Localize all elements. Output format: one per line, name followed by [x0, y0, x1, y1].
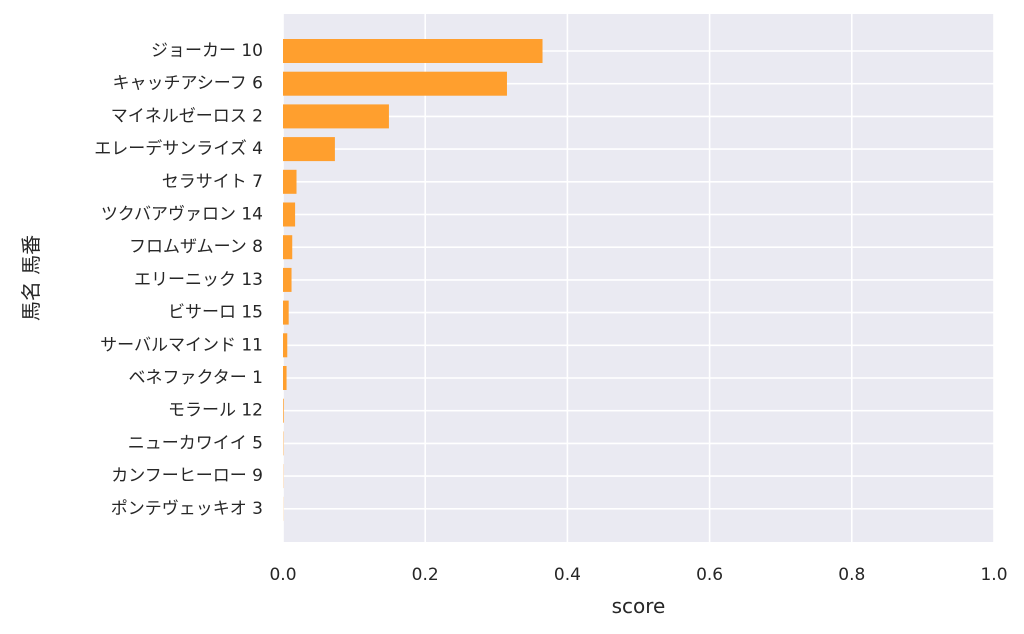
y-tick-label: ニューカワイイ 5	[128, 433, 263, 453]
bar	[283, 71, 507, 96]
y-tick-label: ポンテヴェッキオ 3	[111, 499, 263, 519]
bar	[283, 267, 292, 292]
y-tick-label: ビサーロ 15	[168, 303, 263, 323]
y-tick-label: モラール 12	[168, 401, 263, 421]
y-tick-label: エリーニック 13	[134, 270, 263, 290]
bar	[283, 169, 297, 194]
y-tick-label: エレーデサンライズ 4	[94, 138, 263, 159]
y-axis-label: 馬名 馬番	[19, 235, 43, 321]
y-tick-label: マイネルゼーロス 2	[111, 106, 263, 126]
y-tick-label: ジョーカー 10	[151, 41, 263, 61]
y-tick-label: フロムザムーン 8	[129, 237, 263, 257]
y-tick-label: キャッチアシーフ 6	[112, 74, 263, 94]
y-tick-label: セラサイト 7	[162, 172, 263, 192]
bar	[283, 104, 389, 129]
bar	[283, 235, 293, 260]
y-tick-label: ベネファクター 1	[128, 368, 263, 388]
x-tick-label: 0.0	[269, 565, 296, 585]
bar	[283, 300, 289, 325]
y-tick-labels: ジョーカー 10 キャッチアシーフ 6 マイネルゼーロス 2 エレーデサンライズ 4 セ…	[94, 41, 263, 519]
bar	[283, 137, 335, 162]
bar	[283, 202, 296, 227]
x-tick-label: 0.6	[696, 565, 723, 585]
bars	[283, 39, 543, 521]
x-tick-labels: 0.0 0.2 0.4 0.6 0.8 1.0	[269, 565, 1007, 585]
bar	[283, 366, 287, 390]
x-tick-label: 0.8	[838, 565, 865, 585]
plot-area	[283, 14, 994, 542]
y-tick-label: ツクバアヴァロン 14	[101, 205, 263, 225]
bar	[283, 39, 543, 63]
x-axis-label: score	[612, 594, 666, 618]
y-tick-label: カンフーヒーロー 9	[111, 466, 263, 486]
x-tick-label: 0.4	[554, 565, 581, 585]
bar	[283, 398, 284, 423]
x-tick-label: 0.2	[412, 565, 439, 585]
bar	[283, 333, 288, 358]
x-tick-label: 1.0	[980, 565, 1007, 585]
y-tick-label: サーバルマインド 11	[100, 335, 263, 355]
